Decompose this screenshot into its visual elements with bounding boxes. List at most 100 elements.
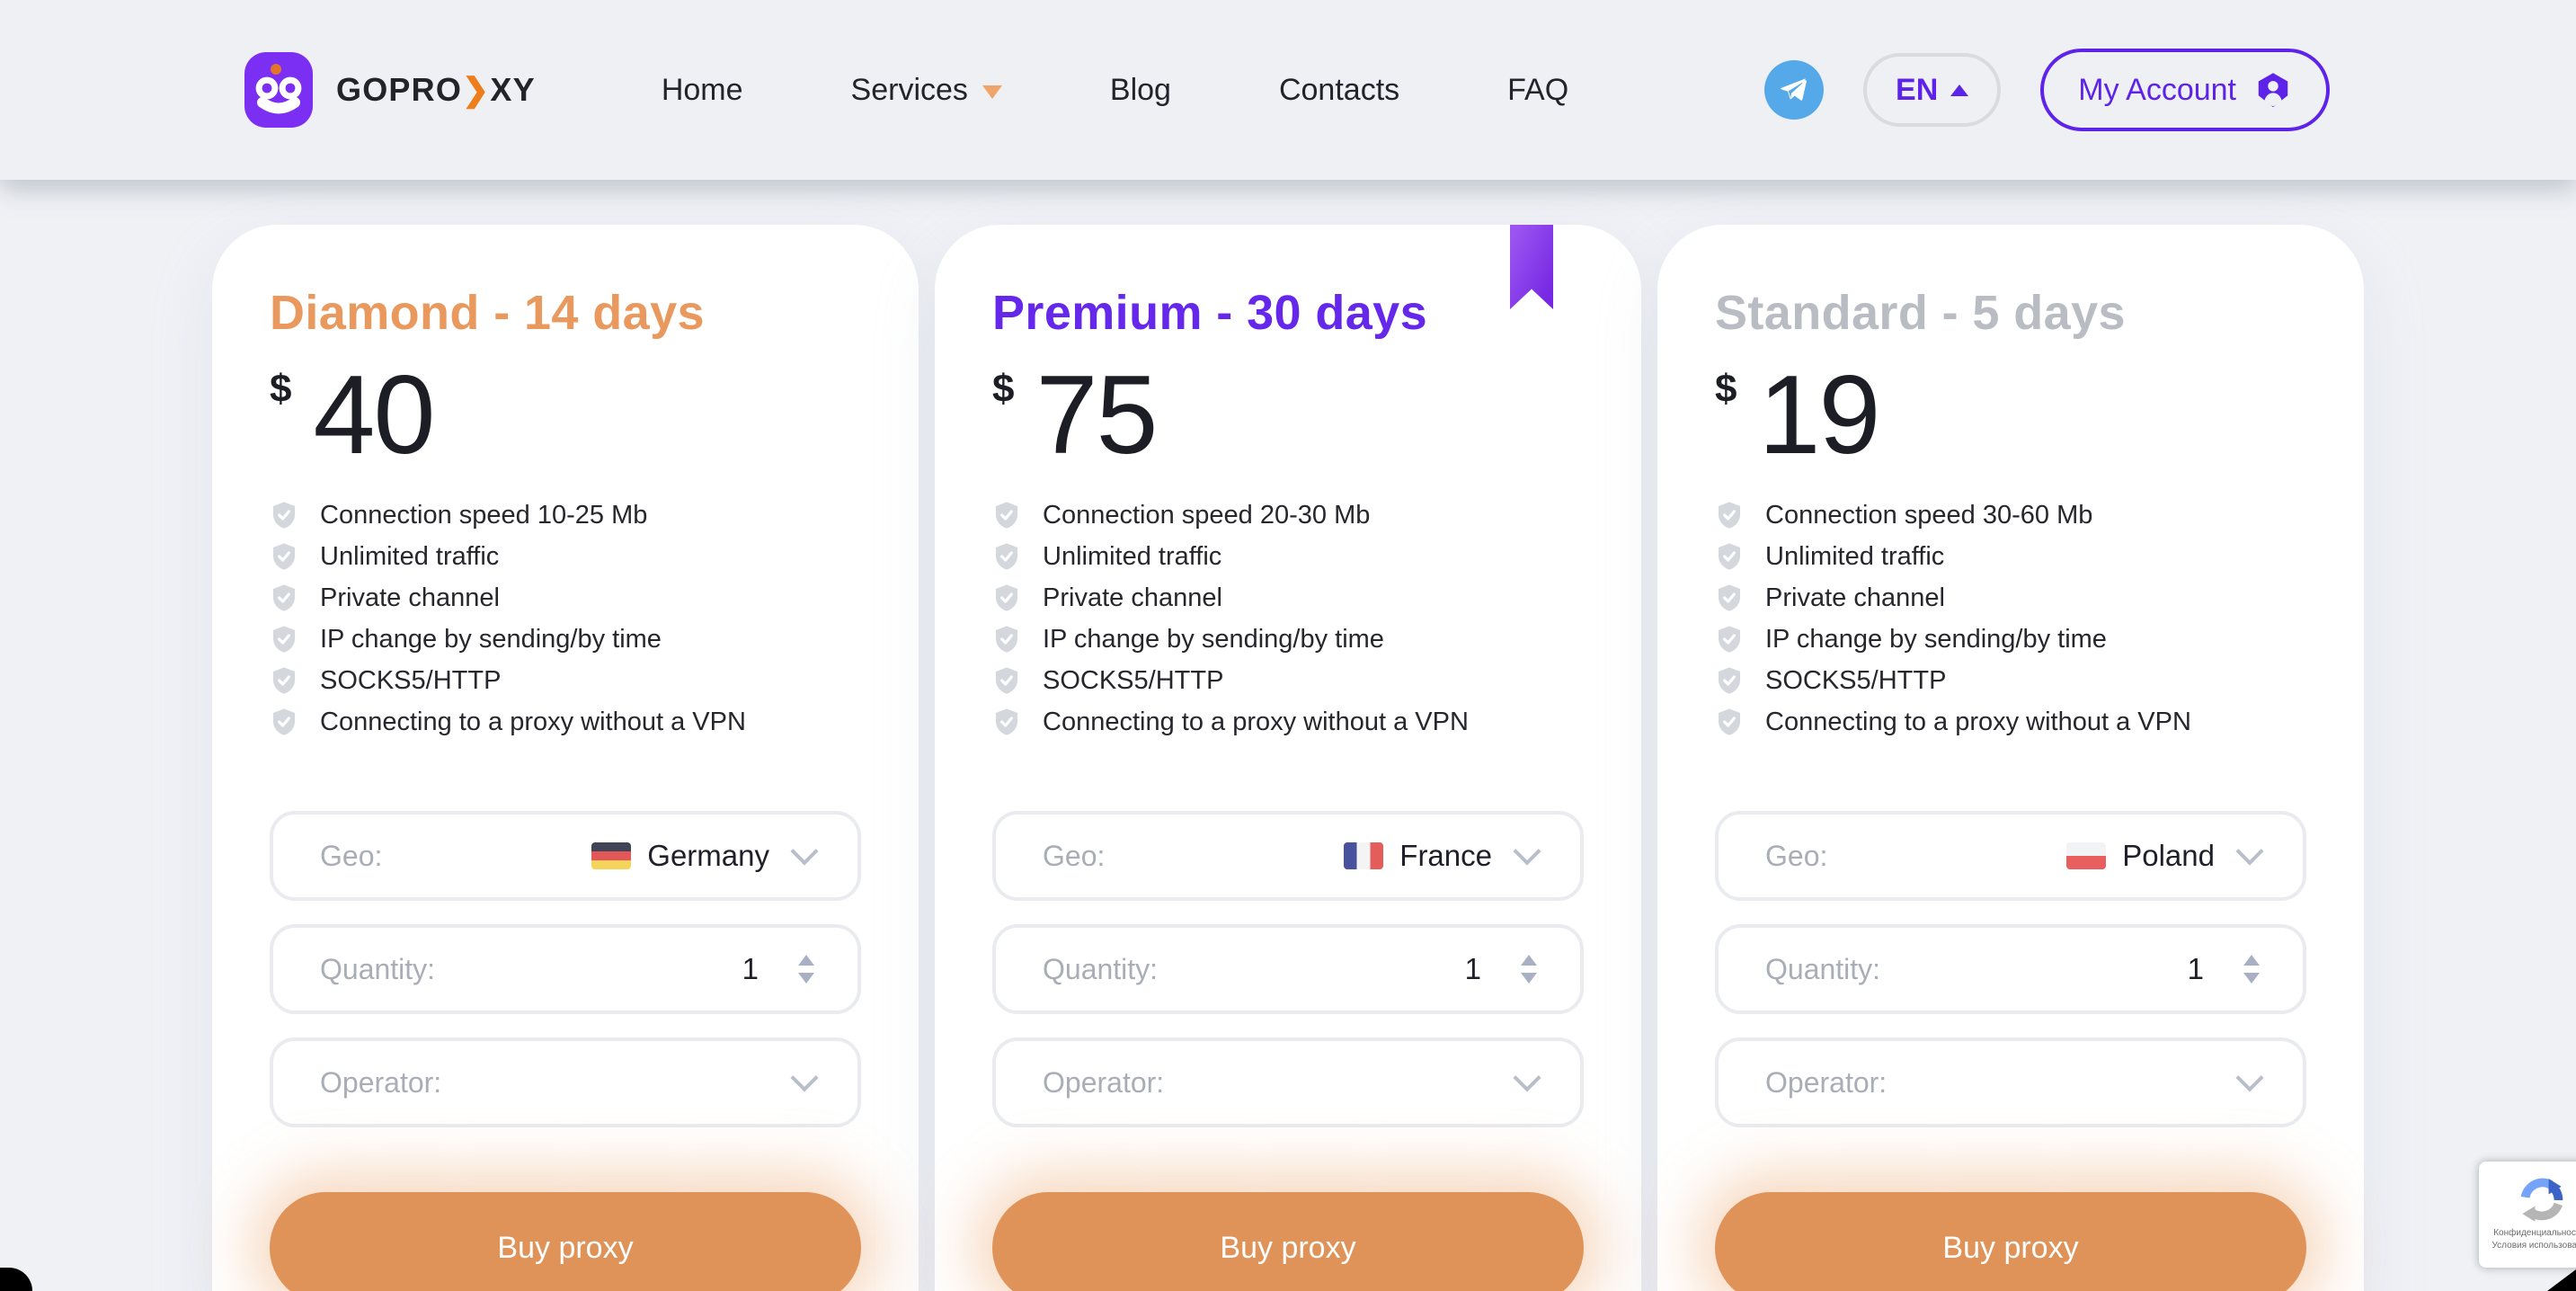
quantity-input[interactable]: Quantity: 1 <box>1715 924 2306 1014</box>
nav-services[interactable]: Services <box>851 73 1002 108</box>
stepper-up-icon[interactable] <box>798 955 814 966</box>
quantity-value: 1 <box>742 952 759 985</box>
recaptcha-privacy-terms[interactable]: Конфиденциальность - Условия использован… <box>2492 1227 2576 1251</box>
geo-label: Geo: <box>1765 839 1828 872</box>
language-selector[interactable]: EN <box>1863 53 2002 127</box>
recaptcha-badge[interactable]: Конфиденциальность - Условия использован… <box>2479 1162 2576 1268</box>
operator-select[interactable]: Operator: <box>270 1037 861 1127</box>
quantity-input[interactable]: Quantity: 1 <box>992 924 1584 1014</box>
stepper-down-icon[interactable] <box>1521 973 1537 984</box>
shield-check-icon <box>273 626 295 653</box>
geo-label: Geo: <box>320 839 383 872</box>
france-flag-icon <box>1344 842 1384 869</box>
quantity-label: Quantity: <box>1043 952 1159 985</box>
feature-list: Connection speed 20-30 Mb Unlimited traf… <box>992 494 1584 743</box>
currency-symbol: $ <box>1715 367 1737 411</box>
my-account-label: My Account <box>2078 72 2236 107</box>
nav-contacts[interactable]: Contacts <box>1278 72 1400 107</box>
chevron-down-icon <box>790 1064 819 1092</box>
nav-faq[interactable]: FAQ <box>1507 72 1569 107</box>
shield-check-icon <box>1719 584 1740 611</box>
feature-item: Connecting to a proxy without a VPN <box>270 701 861 743</box>
quantity-label: Quantity: <box>320 952 436 985</box>
feature-list: Connection speed 30-60 Mb Unlimited traf… <box>1715 494 2306 743</box>
feature-item: SOCKS5/HTTP <box>992 660 1584 701</box>
currency-symbol: $ <box>270 367 292 411</box>
feature-item: Private channel <box>992 577 1584 619</box>
pricing-card-premium: Premium - 30 days $ 75 Connection speed … <box>935 225 1641 1291</box>
quantity-stepper[interactable] <box>798 955 814 984</box>
operator-select[interactable]: Operator: <box>992 1037 1584 1127</box>
quantity-value: 1 <box>2187 952 2204 985</box>
shield-check-icon <box>996 543 1017 570</box>
quantity-stepper[interactable] <box>2243 955 2260 984</box>
germany-flag-icon <box>591 842 632 869</box>
feature-item: IP change by sending/by time <box>270 619 861 660</box>
header: GOPRO❯XY Home Services Blog Contacts FAQ… <box>0 0 2576 180</box>
feature-item: IP change by sending/by time <box>992 619 1584 660</box>
quantity-value: 1 <box>1464 952 1481 985</box>
feature-item: IP change by sending/by time <box>1715 619 2306 660</box>
shield-check-icon <box>996 708 1017 735</box>
geo-select[interactable]: Geo: Poland <box>1715 811 2306 901</box>
my-account-button[interactable]: My Account <box>2040 49 2330 131</box>
stepper-down-icon[interactable] <box>798 973 814 984</box>
nav-home[interactable]: Home <box>661 72 743 107</box>
chevron-down-icon <box>790 837 819 866</box>
shield-check-icon <box>273 708 295 735</box>
nav-blog[interactable]: Blog <box>1109 72 1171 107</box>
plan-title: Diamond - 14 days <box>270 286 705 340</box>
shield-check-icon <box>1719 502 1740 529</box>
main-nav: Home Services Blog Contacts FAQ <box>662 73 1568 108</box>
feature-item: Connection speed 20-30 Mb <box>992 494 1584 536</box>
stepper-down-icon[interactable] <box>2243 973 2260 984</box>
triangle-up-icon <box>1950 85 1969 96</box>
chevron-down-icon <box>1513 837 1541 866</box>
feature-list: Connection speed 10-25 Mb Unlimited traf… <box>270 494 861 743</box>
feature-item: SOCKS5/HTTP <box>1715 660 2306 701</box>
shield-check-icon <box>996 584 1017 611</box>
logo-text: GOPRO❯XY <box>336 71 536 108</box>
stepper-up-icon[interactable] <box>2243 955 2260 966</box>
shield-check-icon <box>996 502 1017 529</box>
feature-item: SOCKS5/HTTP <box>270 660 861 701</box>
feature-item: Connecting to a proxy without a VPN <box>1715 701 2306 743</box>
buy-proxy-button[interactable]: Buy proxy <box>1715 1192 2306 1291</box>
buy-proxy-button[interactable]: Buy proxy <box>992 1192 1584 1291</box>
operator-label: Operator: <box>1765 1065 1888 1099</box>
buy-proxy-button[interactable]: Buy proxy <box>270 1192 861 1291</box>
geo-value: Germany <box>647 839 769 872</box>
feature-item: Unlimited traffic <box>992 536 1584 577</box>
logo-arrow-icon: ❯ <box>462 71 491 108</box>
feature-item: Connection speed 10-25 Mb <box>270 494 861 536</box>
feature-item: Unlimited traffic <box>1715 536 2306 577</box>
shield-check-icon <box>273 584 295 611</box>
shield-check-icon <box>1719 708 1740 735</box>
plan-price: $ 19 <box>1715 360 2306 471</box>
plan-price: $ 75 <box>992 360 1584 471</box>
operator-select[interactable]: Operator: <box>1715 1037 2306 1127</box>
chevron-down-icon <box>1513 1064 1541 1092</box>
price-amount: 40 <box>313 353 435 477</box>
quantity-input[interactable]: Quantity: 1 <box>270 924 861 1014</box>
feature-item: Connection speed 30-60 Mb <box>1715 494 2306 536</box>
chevron-down-icon <box>2235 1064 2264 1092</box>
operator-label: Operator: <box>1043 1065 1165 1099</box>
quantity-stepper[interactable] <box>1521 955 1537 984</box>
recaptcha-icon <box>2520 1178 2563 1222</box>
geo-select[interactable]: Geo: Germany <box>270 811 861 901</box>
stepper-up-icon[interactable] <box>1521 955 1537 966</box>
telegram-button[interactable] <box>1764 60 1825 120</box>
goproxy-logo[interactable]: GOPRO❯XY <box>244 52 536 128</box>
shield-check-icon <box>996 667 1017 694</box>
pricing-card-diamond: Diamond - 14 days $ 40 Connection speed … <box>212 225 919 1291</box>
chevron-down-icon <box>2235 837 2264 866</box>
geo-select[interactable]: Geo: France <box>992 811 1584 901</box>
language-label: EN <box>1896 72 1939 107</box>
pricing-section: Diamond - 14 days $ 40 Connection speed … <box>0 180 2576 1291</box>
feature-item: Unlimited traffic <box>270 536 861 577</box>
shield-check-icon <box>1719 543 1740 570</box>
shield-check-icon <box>1719 667 1740 694</box>
poland-flag-icon <box>2066 842 2107 869</box>
